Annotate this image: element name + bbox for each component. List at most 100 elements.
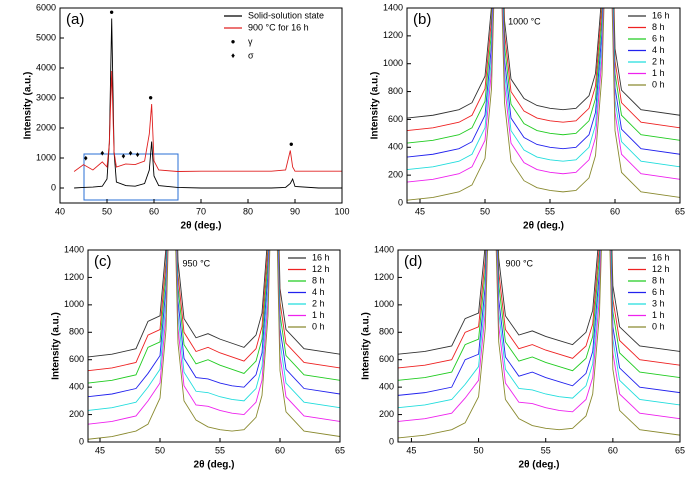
y-tick-label: 1400 (64, 244, 84, 254)
axes-frame (87, 249, 341, 443)
legend-label: 0 h (652, 79, 665, 89)
legend-label: σ (248, 50, 254, 60)
peak-marker: ♦ (136, 150, 140, 159)
peak-marker: ● (289, 140, 294, 149)
x-tick-label: 40 (55, 206, 65, 216)
series-line (407, 8, 680, 144)
legend-label: 900 °C for 16 h (248, 22, 309, 32)
y-tick-label: 200 (388, 170, 403, 180)
legend-label: 6 h (652, 33, 665, 43)
y-tick-label: 2000 (36, 122, 56, 132)
legend-label: 8 h (652, 22, 665, 32)
y-tick-label: 0 (398, 197, 403, 207)
legend-label: 0 h (652, 321, 665, 331)
series-line (407, 8, 680, 201)
series-line (88, 250, 340, 398)
annotation: 1000 °C (508, 16, 541, 26)
peak-marker: ● (148, 93, 153, 102)
legend-label: 2 h (312, 298, 325, 308)
annotation: 950 °C (183, 258, 211, 268)
x-tick-label: 60 (608, 445, 618, 455)
y-tick-label: 6000 (36, 2, 56, 12)
legend-label: 0 h (312, 321, 325, 331)
y-tick-label: 1000 (374, 299, 394, 309)
series-line (398, 250, 680, 409)
panel-label: (a) (66, 11, 84, 28)
x-tick-label: 80 (243, 206, 253, 216)
series-line (407, 8, 680, 171)
x-axis-label: 2θ (deg.) (194, 460, 235, 471)
series-line (398, 250, 680, 422)
x-tick-label: 50 (480, 206, 490, 216)
y-axis-label: Intensity (a.u.) (361, 312, 372, 380)
legend-symbol: ● (231, 37, 236, 46)
series-line (398, 250, 680, 396)
y-tick-label: 3000 (36, 92, 56, 102)
x-tick-label: 50 (155, 445, 165, 455)
legend-symbol: ♦ (231, 51, 235, 60)
x-tick-label: 50 (102, 206, 112, 216)
panel-label: (b) (413, 11, 431, 28)
y-tick-label: 1400 (383, 2, 403, 12)
x-tick-label: 65 (675, 445, 685, 455)
legend-label: 16 h (652, 252, 670, 262)
y-tick-label: 400 (388, 142, 403, 152)
x-tick-label: 90 (290, 206, 300, 216)
legend-label: 8 h (312, 275, 325, 285)
y-tick-label: 0 (51, 182, 56, 192)
series-line (88, 250, 340, 411)
x-tick-label: 65 (675, 206, 685, 216)
peak-marker: ♦ (128, 149, 132, 158)
y-tick-label: 1200 (64, 272, 84, 282)
legend-label: 1 h (652, 310, 665, 320)
y-axis-label: Intensity (a.u.) (23, 72, 34, 140)
series-line (74, 18, 342, 189)
legend-label: 12 h (312, 264, 330, 274)
x-tick-label: 100 (334, 206, 349, 216)
y-tick-label: 400 (69, 382, 84, 392)
legend-label: 1 h (652, 68, 665, 78)
series-line (88, 250, 340, 425)
axes-frame (406, 7, 681, 204)
series-line (407, 8, 680, 158)
x-tick-label: 70 (196, 206, 206, 216)
y-tick-label: 800 (388, 86, 403, 96)
y-tick-label: 600 (388, 114, 403, 124)
y-tick-label: 1000 (383, 58, 403, 68)
series-line (398, 250, 680, 381)
legend-label: 6 h (652, 287, 665, 297)
peak-marker: ♦ (84, 154, 88, 163)
y-tick-label: 1000 (64, 299, 84, 309)
x-tick-label: 45 (95, 445, 105, 455)
x-tick-label: 60 (275, 445, 285, 455)
panel-label: (d) (404, 253, 422, 270)
legend-label: 8 h (652, 275, 665, 285)
y-tick-label: 1200 (383, 30, 403, 40)
legend-label: γ (248, 36, 253, 46)
y-tick-label: 5000 (36, 32, 56, 42)
series-line (88, 250, 340, 440)
x-tick-label: 55 (541, 445, 551, 455)
axes-frame (397, 249, 681, 443)
series-line (88, 250, 340, 372)
legend-label: 12 h (652, 264, 670, 274)
y-tick-label: 4000 (36, 62, 56, 72)
series-line (407, 8, 680, 183)
peak-marker: ♦ (121, 152, 125, 161)
y-tick-label: 600 (379, 354, 394, 364)
x-tick-label: 45 (415, 206, 425, 216)
y-axis-label: Intensity (a.u.) (51, 312, 62, 380)
series-line (398, 250, 680, 355)
plot-area (407, 8, 680, 201)
y-tick-label: 0 (389, 436, 394, 446)
y-tick-label: 800 (379, 327, 394, 337)
series-line (407, 8, 680, 119)
series-line (398, 250, 680, 439)
y-tick-label: 400 (379, 382, 394, 392)
y-axis-label: Intensity (a.u.) (370, 72, 381, 140)
x-tick-label: 45 (406, 445, 416, 455)
x-axis-label: 2θ (deg.) (523, 221, 564, 232)
plot-area (73, 18, 342, 189)
x-axis-label: 2θ (deg.) (519, 460, 560, 471)
